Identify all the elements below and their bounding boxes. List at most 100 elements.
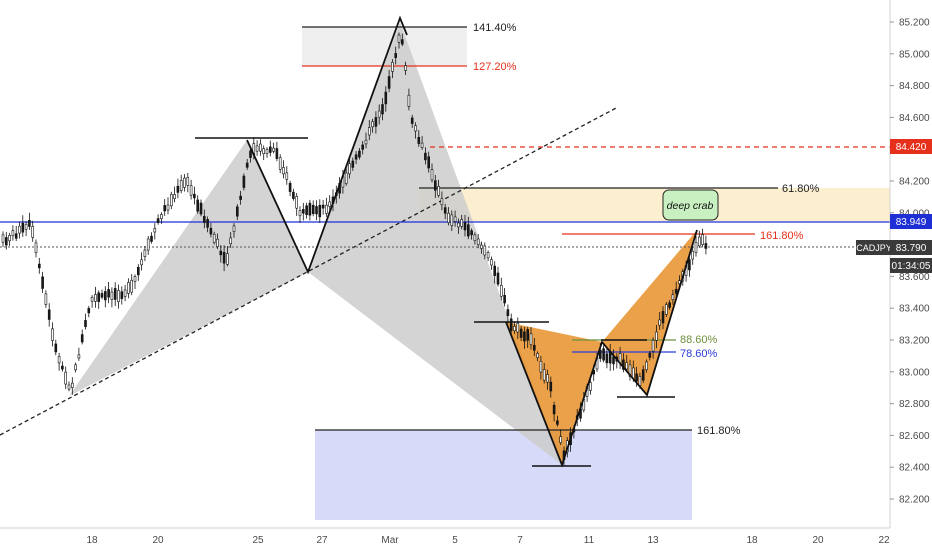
price-tick-label: 84.800 bbox=[899, 81, 930, 92]
candle-body bbox=[41, 276, 44, 289]
price-tick-label: 82.200 bbox=[899, 495, 930, 506]
candle-body bbox=[193, 193, 196, 199]
candle-body bbox=[437, 186, 440, 196]
candle-body bbox=[311, 204, 315, 215]
candle-body bbox=[71, 382, 74, 388]
orange-zigzag bbox=[505, 229, 698, 468]
candle-body bbox=[374, 117, 378, 127]
price-tick-label: 83.000 bbox=[899, 367, 930, 378]
candle-body bbox=[104, 291, 107, 301]
candle-body bbox=[113, 288, 117, 300]
candle-body bbox=[671, 294, 675, 300]
candle-body bbox=[430, 169, 434, 181]
time-axis-ticks: 18 20 25 27 Mar 5 7 11 13 18 20 22 bbox=[86, 535, 890, 546]
fib-127-label: 127.20% bbox=[473, 61, 517, 73]
candle-body bbox=[203, 216, 206, 223]
candle-body bbox=[638, 376, 642, 387]
price-tick-label: 82.400 bbox=[899, 463, 930, 474]
price-tick-label: 83.200 bbox=[899, 336, 930, 347]
candle-body bbox=[100, 293, 104, 298]
candle-body bbox=[499, 284, 503, 297]
candle-body bbox=[226, 253, 229, 265]
candle-body bbox=[476, 238, 480, 245]
candle-body bbox=[265, 149, 269, 154]
candle-body bbox=[183, 177, 186, 188]
time-axis bbox=[0, 528, 932, 550]
candle-body bbox=[457, 222, 460, 228]
price-tick-label: 83.600 bbox=[899, 272, 930, 283]
candle-body bbox=[552, 404, 556, 415]
candle-body bbox=[232, 225, 236, 232]
candle-body bbox=[57, 356, 61, 364]
fib-1618-red-label: 161.80% bbox=[760, 230, 804, 242]
candle-body bbox=[44, 293, 48, 305]
candle-body bbox=[420, 142, 424, 148]
candle-body bbox=[219, 250, 223, 256]
candle-body bbox=[556, 420, 559, 425]
candle-body bbox=[295, 196, 299, 209]
candle-body bbox=[645, 361, 648, 370]
candle-body bbox=[328, 201, 332, 207]
candle-body bbox=[272, 147, 275, 152]
time-tick-label: 7 bbox=[517, 535, 523, 546]
candle-body bbox=[668, 302, 671, 308]
candle-body bbox=[170, 193, 173, 207]
candle-body bbox=[493, 265, 497, 276]
candle-body bbox=[301, 209, 305, 214]
fib-886-label: 88.60% bbox=[680, 334, 718, 346]
candle-body bbox=[140, 259, 143, 266]
candle-body bbox=[526, 329, 530, 341]
price-tick-label: 82.600 bbox=[899, 431, 930, 442]
candle-body bbox=[77, 354, 81, 359]
time-tick-label: 20 bbox=[152, 535, 164, 546]
candle-body bbox=[542, 369, 546, 381]
candle-body bbox=[361, 144, 365, 150]
candle-body bbox=[123, 289, 127, 297]
candle-body bbox=[216, 238, 219, 247]
candle-body bbox=[417, 137, 421, 144]
candle-body bbox=[74, 364, 77, 371]
candle-body bbox=[110, 291, 114, 300]
candle-body bbox=[424, 152, 427, 161]
time-tick-label: 22 bbox=[878, 535, 890, 546]
candle-body bbox=[539, 360, 543, 373]
candle-body bbox=[163, 205, 166, 212]
candle-body bbox=[24, 223, 28, 230]
price-tick-label: 85.000 bbox=[899, 49, 930, 60]
candle-body bbox=[559, 436, 563, 444]
candle-body bbox=[199, 202, 203, 215]
candle-body bbox=[325, 204, 328, 214]
candle-body bbox=[387, 76, 391, 89]
candle-body bbox=[351, 160, 355, 168]
candle-body bbox=[516, 322, 520, 333]
candle-body bbox=[18, 225, 21, 234]
candle-body bbox=[661, 311, 665, 324]
candle-body bbox=[275, 148, 279, 159]
pattern-label-text: deep crab bbox=[667, 200, 714, 212]
candle-body bbox=[94, 294, 97, 302]
candle-body bbox=[209, 227, 213, 235]
candle-body bbox=[34, 242, 38, 254]
price-tick-label: 83.400 bbox=[899, 304, 930, 315]
candle-body bbox=[146, 238, 150, 251]
candle-body bbox=[64, 371, 67, 385]
candle-body bbox=[605, 353, 609, 364]
candle-body bbox=[143, 249, 147, 257]
candle-body bbox=[503, 294, 506, 304]
candle-body bbox=[11, 230, 15, 237]
candle-body bbox=[410, 117, 414, 124]
candle-body bbox=[262, 148, 266, 154]
candle-body bbox=[473, 234, 477, 241]
candle-body bbox=[150, 235, 153, 242]
candle-body bbox=[529, 333, 533, 346]
candle-body bbox=[348, 163, 351, 175]
candle-body bbox=[628, 364, 632, 377]
candle-body bbox=[61, 365, 64, 370]
candle-body bbox=[80, 334, 84, 343]
candle-body bbox=[107, 289, 110, 298]
candle-body bbox=[268, 146, 272, 153]
countdown-text: 01:34:05 bbox=[892, 261, 931, 272]
candle-body bbox=[546, 374, 549, 383]
candle-body bbox=[5, 237, 8, 246]
